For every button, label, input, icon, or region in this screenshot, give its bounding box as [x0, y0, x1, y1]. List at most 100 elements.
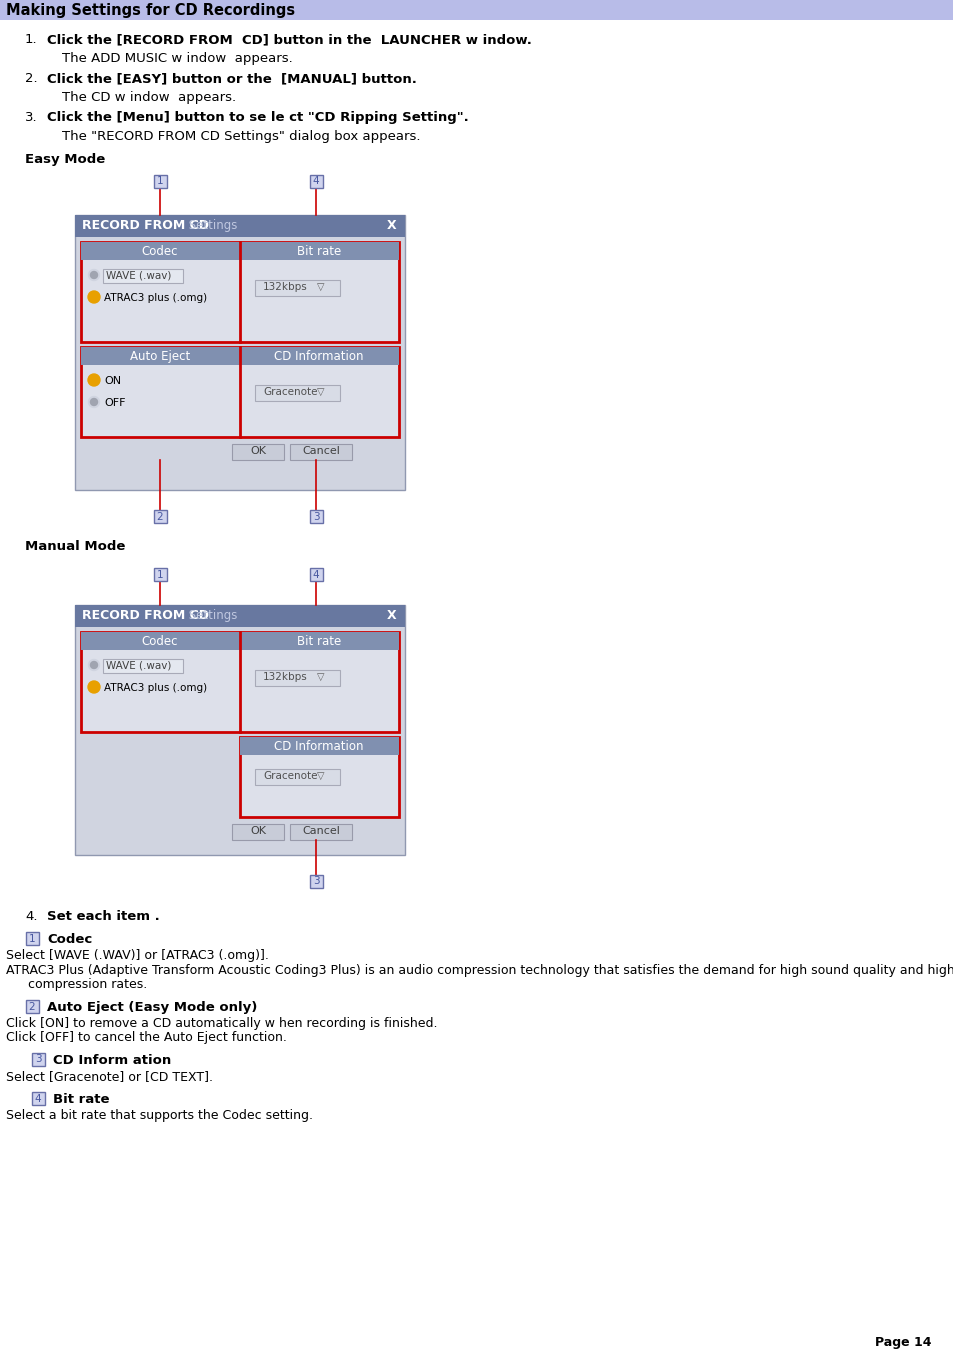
- Bar: [254, 670, 339, 686]
- Bar: [75, 215, 405, 490]
- Text: Bit rate: Bit rate: [296, 245, 341, 258]
- Text: Settings: Settings: [185, 609, 237, 621]
- Text: Click the [RECORD FROM  CD] button in the  LAUNCHER w indow.: Click the [RECORD FROM CD] button in the…: [47, 32, 532, 46]
- Bar: [32, 1052, 45, 1066]
- Text: CD Information: CD Information: [274, 350, 363, 363]
- Bar: [310, 875, 323, 888]
- Text: 4: 4: [313, 177, 319, 186]
- Text: Cancel: Cancel: [302, 446, 339, 457]
- Text: ATRAC3 Plus (Adaptive Transform Acoustic Coding3 Plus) is an audio compression t: ATRAC3 Plus (Adaptive Transform Acoustic…: [6, 965, 953, 977]
- Text: Cancel: Cancel: [302, 825, 339, 836]
- Text: 2.: 2.: [25, 72, 37, 85]
- Text: Click the [Menu] button to se le ct "CD Ripping Setting".: Click the [Menu] button to se le ct "CD …: [47, 111, 468, 124]
- Text: Auto Eject: Auto Eject: [130, 350, 190, 363]
- Bar: [254, 385, 339, 401]
- Circle shape: [91, 272, 97, 278]
- Bar: [81, 347, 240, 365]
- Text: 4: 4: [34, 1093, 41, 1104]
- Text: The CD w indow  appears.: The CD w indow appears.: [62, 91, 236, 104]
- Text: CD Information: CD Information: [274, 740, 363, 753]
- Bar: [103, 659, 183, 673]
- Text: compression rates.: compression rates.: [28, 978, 147, 992]
- Text: X: X: [387, 609, 396, 621]
- Text: 1.: 1.: [25, 32, 37, 46]
- Bar: [81, 347, 398, 436]
- Text: ▽: ▽: [316, 671, 324, 682]
- Text: Page 14: Page 14: [874, 1336, 930, 1350]
- Text: Making Settings for CD Recordings: Making Settings for CD Recordings: [6, 3, 294, 18]
- Bar: [81, 632, 398, 732]
- Text: WAVE (.wav): WAVE (.wav): [106, 272, 172, 281]
- Bar: [81, 242, 240, 259]
- Text: Gracenote: Gracenote: [263, 771, 317, 781]
- Text: 2: 2: [29, 1001, 35, 1012]
- Bar: [240, 738, 398, 817]
- Bar: [310, 567, 323, 581]
- Text: OFF: OFF: [104, 399, 126, 408]
- Bar: [75, 605, 405, 627]
- Circle shape: [88, 290, 100, 303]
- Text: 3.: 3.: [25, 111, 37, 124]
- Bar: [290, 824, 352, 840]
- Circle shape: [88, 681, 100, 693]
- Text: 3: 3: [313, 512, 319, 521]
- Circle shape: [91, 399, 97, 405]
- Text: Select [Gracenote] or [CD TEXT].: Select [Gracenote] or [CD TEXT].: [6, 1070, 213, 1084]
- Text: Bit rate: Bit rate: [296, 635, 341, 648]
- Bar: [153, 176, 167, 188]
- Text: Easy Mode: Easy Mode: [25, 153, 105, 166]
- Text: 4.: 4.: [25, 911, 37, 923]
- Text: ATRAC3 plus (.omg): ATRAC3 plus (.omg): [104, 293, 207, 303]
- Bar: [75, 215, 405, 236]
- Bar: [81, 632, 240, 650]
- Circle shape: [88, 374, 100, 386]
- Text: RECORD FROM CD: RECORD FROM CD: [82, 219, 209, 232]
- Text: Set each item .: Set each item .: [47, 911, 159, 923]
- Text: 1: 1: [156, 570, 163, 580]
- Bar: [240, 632, 398, 650]
- Text: The ADD MUSIC w indow  appears.: The ADD MUSIC w indow appears.: [62, 51, 293, 65]
- Text: 132kbps: 132kbps: [263, 671, 308, 682]
- Text: Manual Mode: Manual Mode: [25, 540, 125, 553]
- Bar: [153, 509, 167, 523]
- Bar: [310, 176, 323, 188]
- Bar: [81, 242, 398, 342]
- Bar: [232, 824, 284, 840]
- Text: 132kbps: 132kbps: [263, 282, 308, 292]
- Bar: [75, 605, 405, 855]
- Bar: [26, 1000, 39, 1013]
- Bar: [32, 1092, 45, 1105]
- Text: 4: 4: [313, 570, 319, 580]
- Text: WAVE (.wav): WAVE (.wav): [106, 661, 172, 671]
- Text: Select [WAVE (.WAV)] or [ATRAC3 (.omg)].: Select [WAVE (.WAV)] or [ATRAC3 (.omg)].: [6, 948, 269, 962]
- Text: X: X: [387, 219, 396, 232]
- Text: Bit rate: Bit rate: [53, 1093, 110, 1106]
- Circle shape: [89, 269, 99, 281]
- Text: ON: ON: [104, 376, 121, 386]
- Bar: [254, 769, 339, 785]
- Text: ▽: ▽: [316, 282, 324, 292]
- Bar: [290, 444, 352, 459]
- Bar: [310, 509, 323, 523]
- Text: Click [ON] to remove a CD automatically w hen recording is finished.: Click [ON] to remove a CD automatically …: [6, 1017, 437, 1029]
- Text: CD Inform ation: CD Inform ation: [53, 1054, 172, 1067]
- Text: 1: 1: [156, 177, 163, 186]
- Text: OK: OK: [250, 825, 266, 836]
- Text: 1: 1: [29, 934, 35, 943]
- Bar: [0, 0, 953, 20]
- Text: Click the [EASY] button or the  [MANUAL] button.: Click the [EASY] button or the [MANUAL] …: [47, 72, 416, 85]
- Bar: [240, 347, 398, 365]
- Text: Gracenote: Gracenote: [263, 386, 317, 397]
- Bar: [240, 738, 398, 755]
- Text: ▽: ▽: [316, 386, 324, 397]
- Text: ATRAC3 plus (.omg): ATRAC3 plus (.omg): [104, 684, 207, 693]
- Circle shape: [89, 396, 99, 408]
- Text: 3: 3: [313, 877, 319, 886]
- Bar: [103, 269, 183, 282]
- Bar: [232, 444, 284, 459]
- Bar: [240, 242, 398, 259]
- Bar: [254, 280, 339, 296]
- Text: ▽: ▽: [316, 771, 324, 781]
- Bar: [153, 567, 167, 581]
- Text: Codec: Codec: [142, 635, 178, 648]
